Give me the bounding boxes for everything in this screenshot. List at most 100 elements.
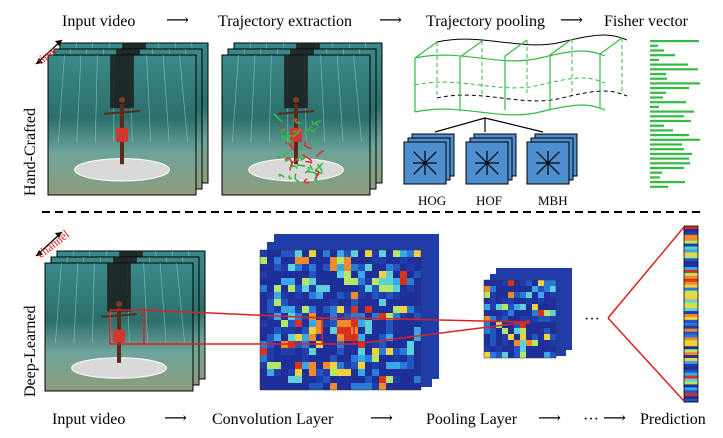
conv-feature-map-cell [274, 306, 281, 313]
pool-feature-map-cell [508, 298, 514, 304]
conv-feature-map-cell [365, 271, 372, 278]
pool-feature-map-cell [502, 280, 508, 286]
pool-feature-map-cell [544, 328, 550, 334]
pool-feature-map-cell [514, 316, 520, 322]
conv-feature-map-cell [288, 327, 295, 334]
trajectory-path [315, 120, 321, 127]
pool-feature-map-cell [550, 322, 556, 328]
conv-feature-map-cell [358, 271, 365, 278]
conv-feature-map-cell [400, 369, 407, 376]
pool-feature-map-cell [490, 346, 496, 352]
pool-feature-map-cell [526, 322, 532, 328]
conv-feature-map-cell [260, 334, 267, 341]
conv-feature-map-cell [260, 250, 267, 257]
conv-feature-map-cell [309, 278, 316, 285]
conv-feature-map-cell [330, 306, 337, 313]
pool-feature-map-cell [502, 352, 508, 358]
conv-feature-map-cell [344, 355, 351, 362]
fisher-vector-bar [650, 77, 667, 80]
prediction-vector-cell [684, 316, 698, 321]
pool-feature-map-cell [532, 334, 538, 340]
conv-feature-map-cell [330, 327, 337, 334]
conv-feature-map-cell [288, 348, 295, 355]
conv-feature-map-cell [309, 334, 316, 341]
channel-axis-arrowhead-1 [36, 250, 43, 256]
conv-feature-map-cell [323, 292, 330, 299]
trajectory-path [317, 139, 322, 144]
conv-feature-map-cell [295, 250, 302, 257]
conv-feature-map-cell [358, 355, 365, 362]
conv-feature-map-cell [379, 334, 386, 341]
conv-feature-map-cell [316, 285, 323, 292]
conv-feature-map-cell [267, 327, 274, 334]
conv-feature-map-cell [393, 334, 400, 341]
prediction-vector-cell [684, 346, 698, 350]
conv-feature-map-cell [400, 278, 407, 285]
conv-feature-map-cell [330, 250, 337, 257]
bottom-step-convolution-layer: Convolution Layer [212, 411, 334, 428]
conv-feature-map-cell [379, 376, 386, 383]
conv-feature-map-cell [302, 334, 309, 341]
conv-feature-map-cell [372, 334, 379, 341]
pool-feature-map-cell [538, 340, 544, 346]
fisher-vector-bar [650, 58, 659, 61]
pool-feature-map-cell [538, 310, 544, 316]
conv-feature-map-cell [302, 285, 309, 292]
conv-feature-map-cell [344, 369, 351, 376]
conv-feature-map-cell [414, 376, 421, 383]
fisher-vector-bar [650, 134, 689, 137]
conv-feature-map-cell [386, 250, 393, 257]
conv-feature-map-cell [267, 348, 274, 355]
conv-feature-map-cell [365, 292, 372, 299]
pool-feature-map-cell [544, 292, 550, 298]
conv-feature-map-cell [302, 278, 309, 285]
conv-feature-map-cell [302, 271, 309, 278]
conv-feature-map-cell [365, 320, 372, 327]
conv-feature-map-cell [281, 376, 288, 383]
conv-feature-map-cell [274, 285, 281, 292]
conv-feature-map-cell [393, 306, 400, 313]
top-arrow-2: ⟶ [379, 12, 402, 29]
trajectory-path [304, 166, 310, 174]
conv-feature-map-cell [323, 383, 330, 390]
conv-feature-map-cell [295, 292, 302, 299]
conv-feature-map-cell [407, 369, 414, 376]
prediction-vector-cell [684, 278, 698, 283]
conv-feature-map-cell [358, 306, 365, 313]
conv-feature-map-cell [351, 376, 358, 383]
hog-descriptor-gradient-arrow [413, 162, 426, 175]
prediction-vector-cell [684, 305, 698, 309]
prediction-vector-cell [684, 360, 698, 365]
conv-feature-map-cell [393, 292, 400, 299]
pool-feature-map-cell [544, 322, 550, 328]
pool-grid-line [436, 34, 628, 46]
pool-feature-map-cell [544, 286, 550, 292]
conv-feature-map-cell [267, 306, 274, 313]
pool-feature-map-cell [514, 280, 520, 286]
conv-feature-map-cell [281, 299, 288, 306]
descriptor-label-mbh: MBH [538, 193, 568, 208]
conv-feature-map-cell [393, 341, 400, 348]
pool-feature-map-cell [550, 280, 556, 286]
conv-feature-map-cell [393, 264, 400, 271]
pool-feature-map-cell [496, 340, 502, 346]
bottom-arrow-4: ⟶ [603, 410, 626, 427]
pool-arrow [434, 117, 486, 133]
conv-feature-map-cell [337, 355, 344, 362]
conv-feature-map-cell [379, 306, 386, 313]
conv-feature-map-cell [344, 278, 351, 285]
pool-grid-line [599, 37, 623, 55]
prediction-vector-cell [684, 355, 698, 359]
conv-feature-map-cell [281, 271, 288, 278]
trajectory-path [292, 130, 297, 133]
conv-feature-map-cell [337, 306, 344, 313]
prediction-vector-cell [684, 393, 698, 397]
fisher-vector-bar [650, 148, 684, 151]
pool-feature-map-cell [514, 286, 520, 292]
pool-feature-map-cell [508, 322, 514, 328]
pool-feature-map-cell [496, 334, 502, 340]
prediction-vector-cell [684, 343, 698, 347]
conv-feature-map-cell [330, 313, 337, 320]
pool-grid-line [436, 90, 628, 102]
conv-feature-map-cell [386, 278, 393, 285]
